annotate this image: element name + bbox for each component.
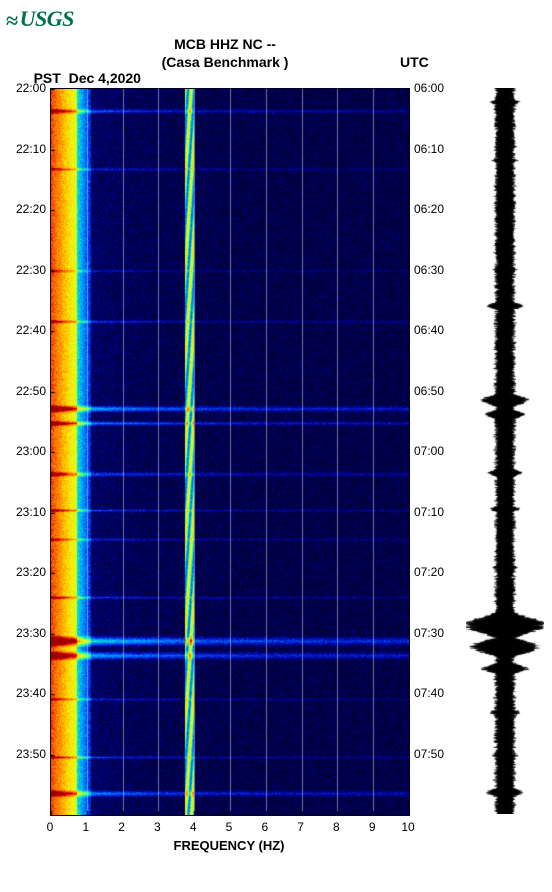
x-tick: 4 <box>183 820 203 834</box>
pst-tick: 22:50 <box>0 384 46 398</box>
date-label: Dec 4,2020 <box>69 70 141 86</box>
utc-tick: 06:20 <box>414 202 444 216</box>
tz-right-label: UTC <box>400 54 429 70</box>
utc-tick: 07:40 <box>414 686 444 700</box>
utc-tick: 06:30 <box>414 263 444 277</box>
pst-tick: 22:40 <box>0 323 46 337</box>
waveform-panel <box>466 88 544 814</box>
utc-tick: 06:50 <box>414 384 444 398</box>
usgs-wave-icon: ≈ <box>6 8 18 34</box>
utc-tick: 06:40 <box>414 323 444 337</box>
pst-tick: 23:10 <box>0 505 46 519</box>
x-tick: 10 <box>398 820 418 834</box>
usgs-logo: ≈USGS <box>6 6 74 32</box>
pst-tick: 22:10 <box>0 142 46 156</box>
pst-tick: 23:40 <box>0 686 46 700</box>
utc-tick: 06:10 <box>414 142 444 156</box>
utc-tick: 07:30 <box>414 626 444 640</box>
utc-tick: 07:50 <box>414 747 444 761</box>
usgs-logo-text: USGS <box>20 6 74 31</box>
pst-tick: 23:20 <box>0 565 46 579</box>
pst-tick: 23:50 <box>0 747 46 761</box>
utc-tick: 07:10 <box>414 505 444 519</box>
x-tick: 6 <box>255 820 275 834</box>
spectrogram-plot <box>50 88 410 816</box>
spectrogram-canvas <box>51 89 409 815</box>
pst-tick: 22:30 <box>0 263 46 277</box>
pst-tick: 23:00 <box>0 444 46 458</box>
utc-tick: 07:20 <box>414 565 444 579</box>
x-tick: 7 <box>291 820 311 834</box>
x-tick: 8 <box>326 820 346 834</box>
waveform-canvas <box>466 88 544 814</box>
station-title: MCB HHZ NC -- <box>0 36 450 52</box>
utc-tick: 07:00 <box>414 444 444 458</box>
x-tick: 5 <box>219 820 239 834</box>
x-tick: 1 <box>76 820 96 834</box>
x-tick: 0 <box>40 820 60 834</box>
x-tick: 3 <box>147 820 167 834</box>
x-axis-label: FREQUENCY (HZ) <box>50 838 408 853</box>
pst-tick: 22:20 <box>0 202 46 216</box>
x-tick: 2 <box>112 820 132 834</box>
pst-tick: 23:30 <box>0 626 46 640</box>
utc-tick: 06:00 <box>414 81 444 95</box>
x-tick: 9 <box>362 820 382 834</box>
pst-tick: 22:00 <box>0 81 46 95</box>
